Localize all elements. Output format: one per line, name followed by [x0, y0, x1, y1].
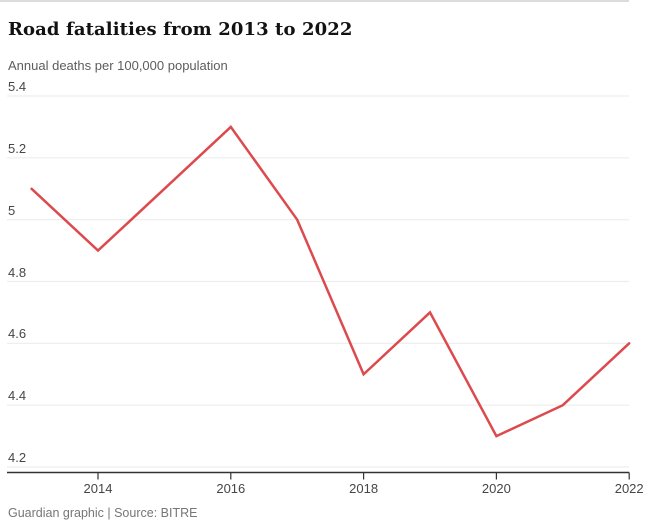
- source-credit: Guardian graphic | Source: BITRE: [8, 506, 198, 520]
- x-axis-tick-label: 2020: [481, 481, 511, 496]
- y-axis-tick-label: 4.4: [8, 388, 27, 404]
- y-axis-tick-label: 5.2: [8, 140, 27, 156]
- y-axis-tick-label: 5.4: [8, 79, 27, 94]
- x-axis-tick-label: 2016: [216, 481, 246, 496]
- chart-title: Road fatalities from 2013 to 2022: [8, 19, 353, 41]
- x-axis-tick-label: 2018: [349, 481, 379, 496]
- y-axis-tick-label: 5: [8, 202, 16, 218]
- y-axis-tick-label: 4.2: [8, 450, 27, 465]
- x-axis-tick-label: 2014: [83, 481, 113, 496]
- x-axis-tick-label: 2022: [614, 481, 644, 496]
- fatalities-trend-line: [30, 125, 631, 438]
- chart-subtitle: Annual deaths per 100,000 population: [8, 58, 228, 73]
- y-axis-tick-label: 4.8: [8, 264, 27, 280]
- y-axis-tick-label: 4.6: [8, 326, 27, 342]
- top-border-rule: [0, 0, 629, 2]
